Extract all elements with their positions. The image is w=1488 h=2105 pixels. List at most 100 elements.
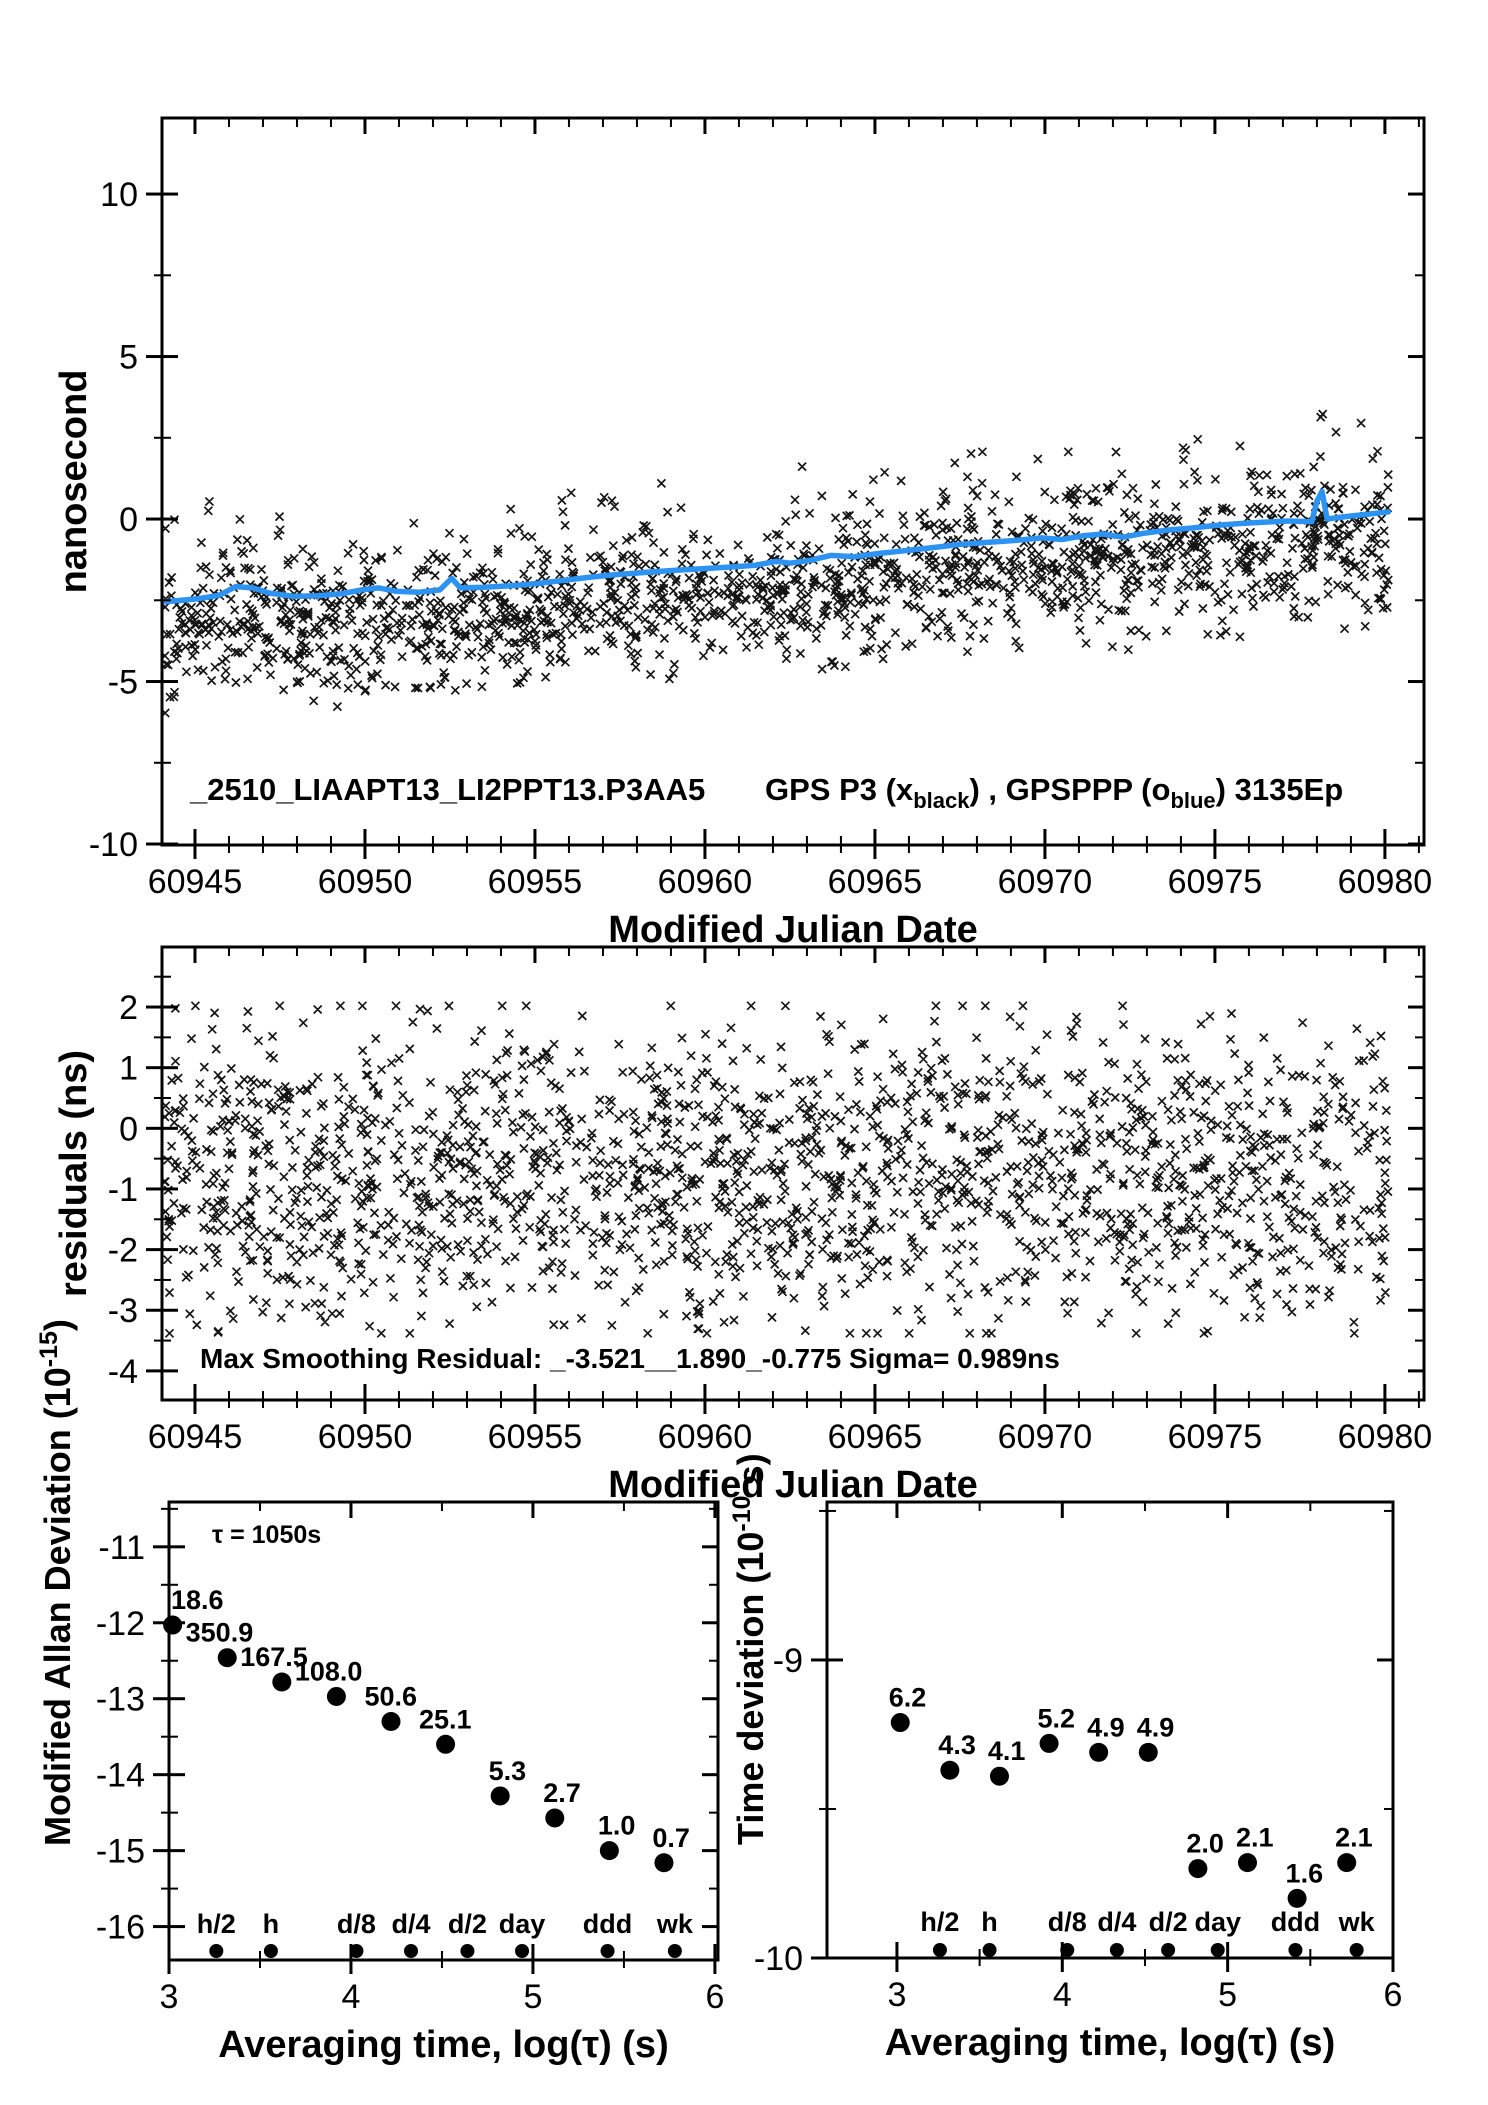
point-value-label: 0.7 — [652, 1823, 690, 1853]
mdev_chart: 3 4 5 6 -11 -12 -13 -14 -15 -16 18.6350.9167.5108.… — [35, 1319, 724, 2066]
middle_chart: 60945 60950 60955 60960 60965 60970 60975 60980… — [53, 945, 1433, 1506]
data-point-dot — [1188, 1859, 1208, 1879]
tau-marker-label: h — [263, 1909, 280, 1939]
tau-marker-dot — [1349, 1943, 1364, 1957]
x-axis-title: Averaging time, log(τ) (s) — [885, 2022, 1335, 2064]
tau-marker-label: day — [1194, 1907, 1241, 1937]
y-axis-tick-label: 0 — [119, 501, 138, 539]
tdev_chart: 3 4 5 6 -9 -10 6.2 4.3 4.1 5.2 4.9 4.9 2.0 2.1 1.6 2.1 h… — [728, 1453, 1402, 2064]
dataset-title: _2510_LIAAPT13_LI2PPT13.P3AA5 — [189, 772, 705, 807]
tau-marker-dot — [1288, 1943, 1303, 1957]
tau-marker-label: d/8 — [1048, 1907, 1087, 1937]
tau-marker-label: wk — [1338, 1907, 1376, 1937]
y-axis-tick-label: -4 — [108, 1353, 138, 1391]
tau-marker-dot — [263, 1944, 278, 1958]
x-axis-tick-label: 5 — [523, 1978, 542, 2016]
point-value-label: 1.6 — [1286, 1858, 1324, 1888]
plot-frame — [160, 116, 1426, 847]
y-axis-tick-label: -2 — [108, 1232, 138, 1270]
y-axis-tick-label: -16 — [96, 1909, 145, 1947]
tau-marker-label: d/4 — [392, 1909, 431, 1939]
x-axis-tick-label: 60945 — [148, 1418, 243, 1456]
point-value-label: 108.0 — [295, 1656, 363, 1686]
point-value-label: 25.1 — [419, 1704, 472, 1734]
data-point-dot — [1287, 1888, 1307, 1908]
y-axis-tick-label: 1 — [119, 1050, 138, 1088]
tau-marker-label: d/2 — [1149, 1907, 1188, 1937]
y-axis-tick-label: -11 — [98, 1529, 145, 1567]
point-value-label: 350.9 — [186, 1618, 254, 1648]
data-point-dot — [654, 1853, 674, 1873]
y-axis-tick-label: -9 — [773, 1642, 803, 1680]
black-x-scatter — [163, 1001, 1393, 1338]
top_chart: 60945 60950 60955 60960 60965 60970 60975 60980… — [53, 116, 1432, 951]
y-axis-title: Time deviation (10-10 s) — [728, 1453, 771, 1845]
tdev_chart-plot-area — [932, 1943, 1364, 1957]
tau-marker-label: h — [981, 1907, 998, 1937]
tau-marker-label: ddd — [1271, 1907, 1320, 1937]
plot-frame — [167, 1500, 720, 1962]
data-point-dot — [272, 1672, 292, 1692]
x-axis-tick-label: 60965 — [828, 1418, 923, 1456]
y-axis-tick-label: -3 — [108, 1292, 138, 1330]
data-point-dot — [490, 1786, 510, 1806]
annotation-text: τ = 1050s — [212, 1521, 321, 1549]
point-value-label: 4.9 — [1087, 1712, 1125, 1742]
point-value-label: 2.0 — [1186, 1829, 1224, 1859]
data-point-dot — [436, 1734, 456, 1754]
tau-marker-dot — [982, 1943, 997, 1957]
annotation-text: Max Smoothing Residual: _-3.521__1.890_-… — [200, 1343, 1060, 1374]
tau-marker-dot — [515, 1944, 530, 1958]
tau-marker-dot — [1109, 1943, 1124, 1957]
x-axis-tick-label: 60980 — [1338, 1418, 1433, 1456]
middle_chart-plot-area — [163, 1001, 1393, 1338]
data-point-dot — [940, 1760, 960, 1780]
y-axis-tick-label: -13 — [96, 1681, 145, 1719]
y-axis-title: nanosecond — [53, 370, 95, 594]
point-value-label: 18.6 — [171, 1585, 224, 1615]
tau-marker-dot — [1161, 1943, 1176, 1957]
point-value-label: 1.0 — [598, 1811, 636, 1841]
tau-marker-dot — [600, 1944, 615, 1958]
point-value-label: 2.7 — [543, 1778, 581, 1808]
tau-marker-label: h/2 — [197, 1909, 236, 1939]
x-axis-title: Averaging time, log(τ) (s) — [218, 2024, 668, 2066]
tau-marker-dot — [404, 1944, 419, 1958]
data-point-dot — [1337, 1853, 1357, 1873]
data-point-dot — [1138, 1742, 1158, 1762]
data-point-dot — [599, 1841, 619, 1861]
x-axis-tick-label: 3 — [887, 1976, 906, 2014]
point-value-label: 5.3 — [489, 1756, 527, 1786]
tau-marker-dot — [209, 1944, 224, 1958]
y-axis-tick-label: 0 — [119, 1110, 138, 1148]
x-axis-tick-label: 60955 — [488, 1418, 583, 1456]
point-value-label: 2.1 — [1236, 1823, 1274, 1853]
x-axis-tick-label: 60950 — [318, 863, 413, 901]
data-point-dot — [381, 1712, 401, 1732]
x-axis-tick-label: 3 — [160, 1978, 179, 2016]
y-axis-tick-label: -10 — [89, 826, 138, 864]
data-point-dot — [1039, 1733, 1059, 1753]
x-axis-tick-label: 60945 — [148, 863, 243, 901]
x-axis-tick-label: 60975 — [1168, 1418, 1263, 1456]
tau-marker-dot — [1210, 1943, 1225, 1957]
mdev_chart-plot-area — [209, 1944, 682, 1958]
x-axis-tick-label: 4 — [1053, 1976, 1072, 2014]
tau-marker-dot — [460, 1944, 475, 1958]
tau-marker-label: ddd — [583, 1909, 632, 1939]
point-value-label: 50.6 — [364, 1682, 417, 1712]
top_chart-plot-area — [163, 409, 1393, 718]
y-axis-tick-label: 5 — [119, 339, 138, 377]
y-axis-tick-label: 2 — [119, 989, 138, 1027]
blue-series-line — [163, 488, 1392, 605]
x-axis-tick-label: 60960 — [658, 863, 753, 901]
data-point-dot — [1237, 1853, 1257, 1873]
point-value-label: 5.2 — [1038, 1703, 1076, 1733]
x-axis-title: Modified Julian Date — [608, 1464, 977, 1506]
x-axis-tick-label: 60970 — [998, 1418, 1093, 1456]
x-axis-tick-label: 6 — [705, 1978, 724, 2016]
series-legend-text: GPS P3 (xblack) , GPSPPP (oblue) 3135Ep — [765, 772, 1343, 813]
x-axis-tick-label: 60960 — [658, 1418, 753, 1456]
